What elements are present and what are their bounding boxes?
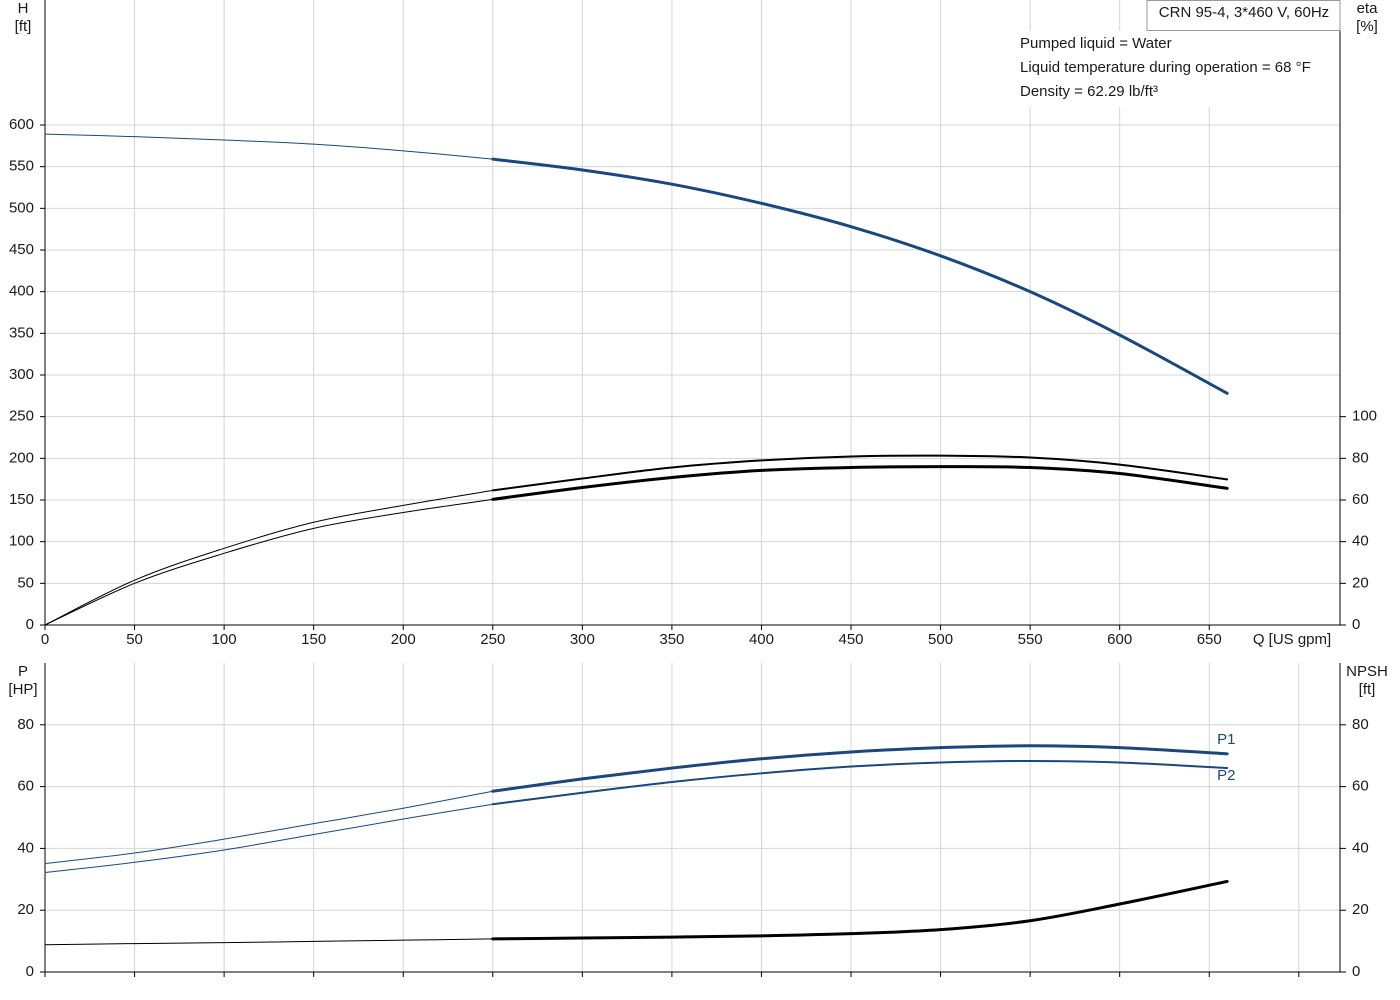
y-tick-label: 200	[9, 449, 34, 466]
y2-tick-label: 40	[1352, 533, 1369, 550]
curve-label: P2	[1217, 767, 1235, 784]
y2-tick-label: 0	[1352, 963, 1360, 980]
y-axis-label: P	[18, 663, 28, 680]
x-tick-label: 200	[391, 631, 416, 648]
y-tick-label: 20	[17, 901, 34, 918]
y-tick-label: 400	[9, 283, 34, 300]
curve-label: P1	[1217, 731, 1235, 748]
curve	[491, 454, 1229, 492]
curve	[44, 790, 494, 865]
x-tick-label: 0	[41, 631, 49, 648]
y2-axis-unit: [%]	[1356, 18, 1378, 35]
y-tick-label: 300	[9, 366, 34, 383]
annotation-box	[1015, 31, 1339, 107]
y2-tick-label: 0	[1352, 616, 1360, 633]
y-tick-label: 0	[26, 963, 34, 980]
y-tick-label: 450	[9, 241, 34, 258]
y-tick-label: 150	[9, 491, 34, 508]
curve	[44, 938, 494, 946]
x-tick-label: 150	[301, 631, 326, 648]
y-tick-label: 50	[17, 574, 34, 591]
y-tick-label: 600	[9, 116, 34, 133]
chart-title: CRN 95-4, 3*460 V, 60Hz	[1159, 4, 1329, 21]
annotation: Liquid temperature during operation = 68…	[1020, 59, 1311, 76]
y2-tick-label: 60	[1352, 778, 1369, 795]
curve	[491, 157, 1229, 395]
title-box	[1146, 0, 1341, 31]
x-tick-label: 500	[928, 631, 953, 648]
y-tick-label: 40	[17, 839, 34, 856]
annotation: Pumped liquid = Water	[1020, 35, 1172, 52]
y2-tick-label: 100	[1352, 408, 1377, 425]
y2-tick-label: 40	[1352, 839, 1369, 856]
x-tick-label: 100	[212, 631, 237, 648]
y2-tick-label: 20	[1352, 574, 1369, 591]
y2-tick-label: 20	[1352, 901, 1369, 918]
curve	[491, 879, 1229, 941]
y-tick-label: 60	[17, 778, 34, 795]
x-tick-label: 450	[839, 631, 864, 648]
x-tick-label: 650	[1197, 631, 1222, 648]
y2-axis-unit: [ft]	[1359, 681, 1376, 698]
curve	[491, 744, 1229, 793]
y2-tick-label: 80	[1352, 449, 1369, 466]
x-tick-label: 400	[749, 631, 774, 648]
x-tick-label: 350	[659, 631, 684, 648]
y-tick-label: 550	[9, 158, 34, 175]
curve	[44, 803, 494, 874]
y2-axis-label: NPSH	[1346, 663, 1388, 680]
curve	[491, 759, 1229, 806]
x-tick-label: 250	[480, 631, 505, 648]
y-axis-unit: [ft]	[15, 18, 32, 35]
curve	[44, 489, 494, 626]
curve	[44, 133, 494, 160]
x-axis-label: Q [US gpm]	[1253, 631, 1331, 648]
curve	[491, 465, 1229, 501]
x-tick-label: 50	[126, 631, 143, 648]
x-tick-label: 300	[570, 631, 595, 648]
y2-tick-label: 80	[1352, 716, 1369, 733]
curve	[44, 498, 494, 626]
y-tick-label: 100	[9, 533, 34, 550]
x-tick-label: 600	[1107, 631, 1132, 648]
y-tick-label: 500	[9, 199, 34, 216]
y-tick-label: 350	[9, 324, 34, 341]
y2-axis-label: eta	[1357, 0, 1379, 17]
x-tick-label: 550	[1018, 631, 1043, 648]
y-axis-unit: [HP]	[8, 681, 37, 698]
y2-tick-label: 60	[1352, 491, 1369, 508]
annotation: Density = 62.29 lb/ft³	[1020, 83, 1158, 100]
y-tick-label: 250	[9, 408, 34, 425]
y-tick-label: 80	[17, 716, 34, 733]
y-tick-label: 0	[26, 616, 34, 633]
y-axis-label: H	[18, 0, 29, 17]
